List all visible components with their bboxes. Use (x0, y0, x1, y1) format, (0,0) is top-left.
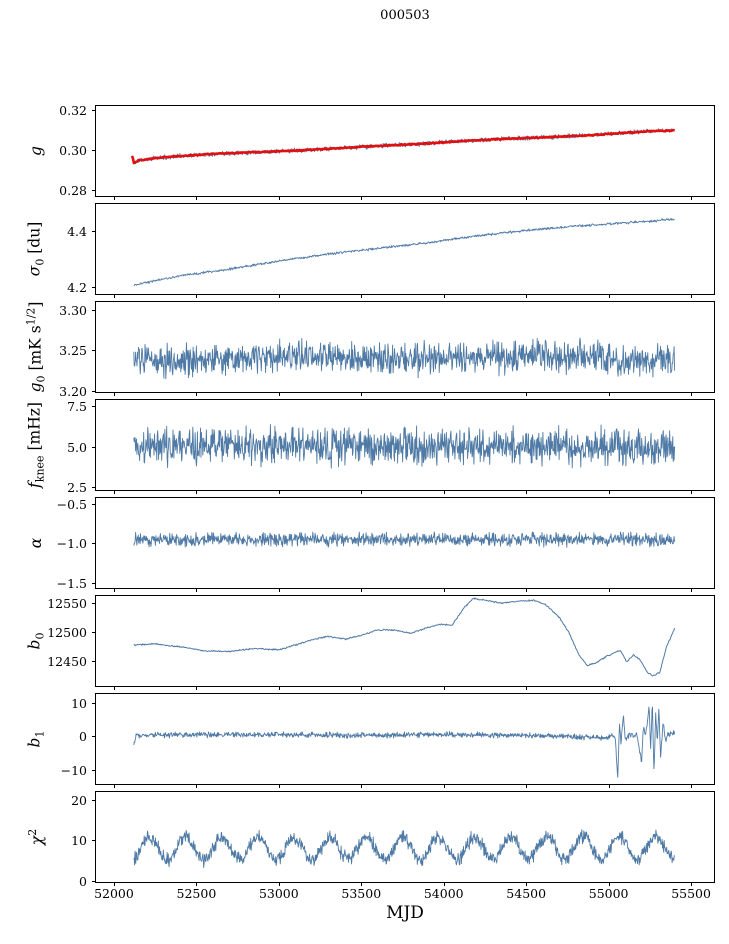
panel-canvas-b0 (92, 595, 715, 690)
y-axis-label-alpha: α (27, 538, 45, 548)
series-sigma0 (133, 218, 675, 287)
y-axis-label-part: 1/2 (24, 307, 38, 326)
y-axis-label-part: [du] (25, 221, 44, 259)
panel-b1 (89, 693, 716, 790)
xtick-label: 54500 (506, 886, 547, 901)
panel-canvas-g0 (92, 301, 715, 396)
y-axis-label-part: ] (26, 301, 45, 308)
ytick-label-sigma0: 4.2 (67, 280, 87, 295)
y-axis-label-part: σ (25, 265, 44, 277)
panel-canvas-g (92, 105, 715, 200)
ytick-label-g: 0.30 (59, 143, 87, 158)
ytick-label-alpha: −1.5 (56, 576, 87, 591)
xtick-label: 52000 (94, 886, 134, 901)
y-axis-label-sigma0: σ0 [du] (25, 222, 46, 277)
ytick-label-chi2: 10 (71, 833, 87, 848)
y-axis-label-part: [mHz] (25, 402, 44, 456)
ytick-label-b0: 12500 (47, 625, 87, 640)
panel-g (89, 105, 716, 202)
series-chi2 (133, 829, 676, 868)
y-axis-label-part: χ (28, 835, 47, 846)
ytick-label-fknee: 2.5 (67, 480, 87, 495)
panel-canvas-sigma0 (92, 203, 715, 298)
ytick-label-sigma0: 4.4 (67, 224, 87, 239)
ytick-label-g0: 3.20 (59, 384, 87, 399)
ytick-label-alpha: −1.0 (56, 536, 87, 551)
series-alpha (133, 531, 676, 548)
series-gain-smoothed (130, 128, 676, 165)
ytick-label-g0: 3.30 (59, 303, 87, 318)
panel-canvas-fknee (92, 399, 715, 494)
y-axis-label-b0: b0 (25, 633, 46, 650)
panel-sigma0 (89, 203, 716, 300)
ytick-label-g: 0.28 (59, 183, 87, 198)
series-b0 (133, 597, 676, 677)
y-axis-label-part: b (25, 737, 44, 748)
ytick-label-chi2: 0 (79, 874, 87, 889)
series-g0 (133, 337, 676, 380)
panel-fknee (89, 399, 716, 496)
series-b1 (133, 706, 676, 778)
y-axis-label-part: 2 (25, 828, 39, 836)
y-axis-label-b1: b1 (25, 731, 46, 748)
y-axis-label-part: f (25, 482, 44, 488)
ytick-label-g0: 3.25 (59, 343, 87, 358)
xtick-label: 52500 (176, 886, 217, 901)
panel-g0 (89, 301, 716, 398)
y-axis-label-part: 1 (33, 730, 47, 738)
y-axis-label-part: 0 (34, 375, 48, 383)
xtick-label: 55000 (588, 886, 629, 901)
panel-canvas-b1 (92, 693, 715, 788)
ytick-label-chi2: 20 (71, 793, 87, 808)
xtick-label: 54000 (423, 886, 464, 901)
y-axis-label-fknee: fknee [mHz] (25, 402, 46, 488)
ytick-label-b1: 0 (79, 729, 87, 744)
y-axis-label-part: 0 (33, 632, 47, 640)
y-axis-label-part: [mK s (26, 325, 45, 376)
series-fknee (133, 424, 676, 469)
y-axis-label-part: knee (33, 455, 47, 483)
xtick-label: 53000 (258, 886, 299, 901)
xtick-label: 55500 (671, 886, 711, 901)
y-axis-label-g: g (27, 146, 45, 156)
panel-b0 (89, 595, 716, 692)
ytick-label-b1: −10 (60, 763, 87, 778)
ytick-label-fknee: 7.5 (67, 399, 87, 414)
xtick-label: 53500 (341, 886, 382, 901)
ytick-label-alpha: −0.5 (56, 497, 87, 512)
ytick-label-g: 0.32 (59, 103, 87, 118)
x-axis-label: MJD (386, 903, 424, 923)
panel-alpha (89, 497, 716, 594)
y-axis-label-part: g (26, 382, 45, 393)
panel-canvas-chi2 (92, 791, 715, 886)
y-axis-label-g0: g0 [mK s1/2] (24, 302, 47, 393)
y-axis-label-part: 0 (33, 258, 47, 266)
panel-canvas-alpha (92, 497, 715, 592)
panel-chi2 (89, 791, 716, 888)
y-axis-label-chi2: χ2 (26, 829, 46, 845)
ytick-label-b0: 12550 (47, 596, 87, 611)
plot-title: 000503 (380, 8, 430, 23)
ytick-label-b1: 10 (71, 696, 87, 711)
ytick-label-b0: 12450 (47, 654, 87, 669)
y-axis-label-part: α (27, 537, 45, 549)
y-axis-label-part: g (27, 146, 45, 156)
y-axis-label-part: b (25, 639, 44, 650)
ytick-label-fknee: 5.0 (67, 440, 87, 455)
